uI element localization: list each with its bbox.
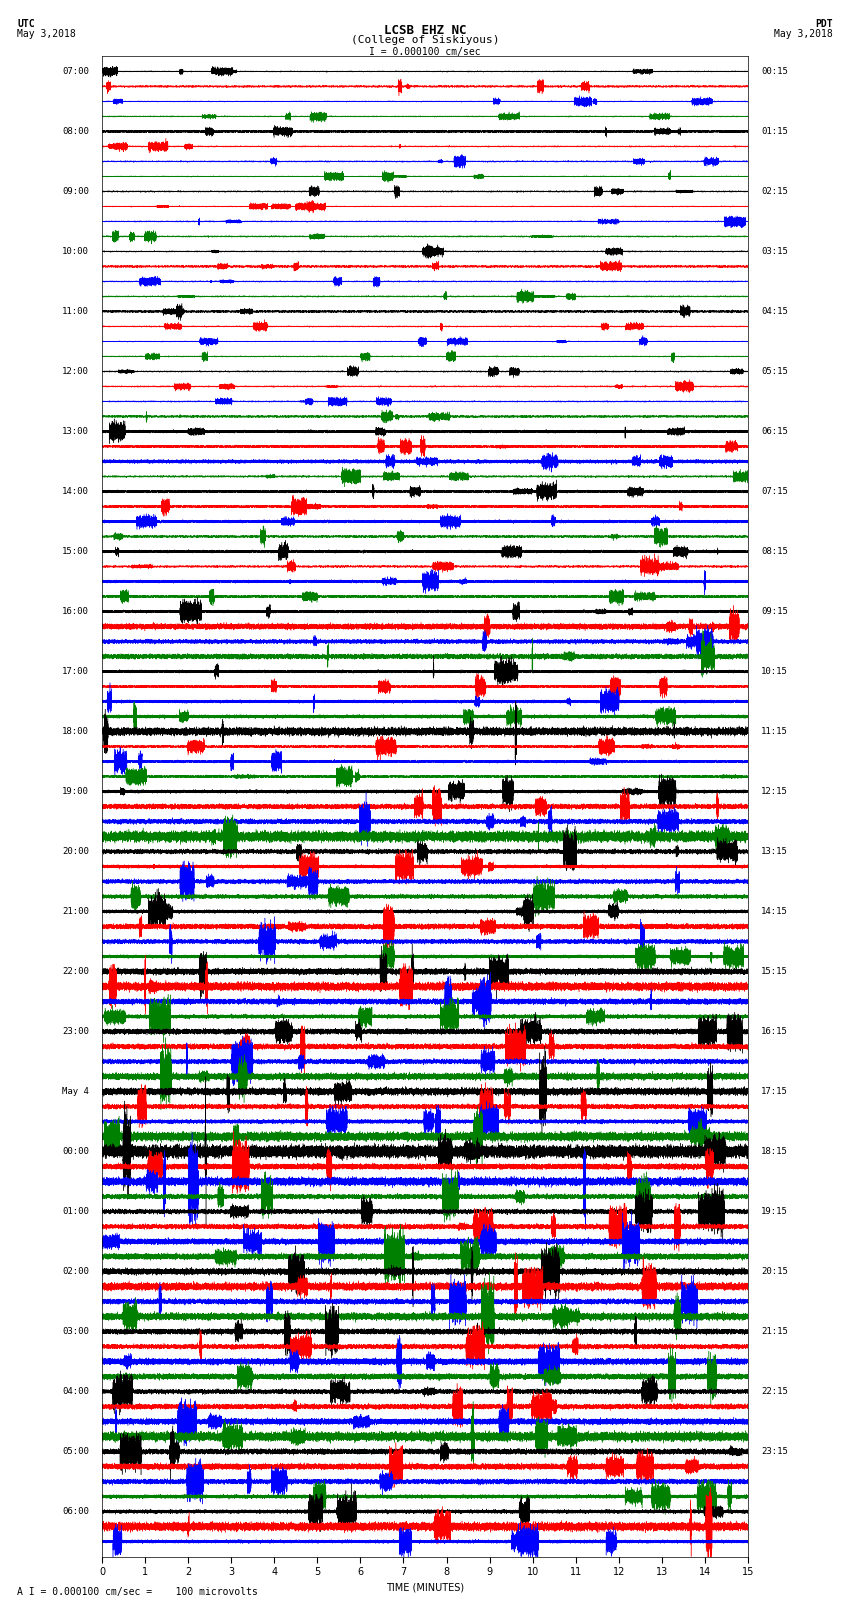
Text: 22:00: 22:00 xyxy=(62,968,89,976)
Text: 13:15: 13:15 xyxy=(761,847,788,857)
Text: 20:00: 20:00 xyxy=(62,847,89,857)
Text: 00:15: 00:15 xyxy=(761,68,788,76)
Text: 06:15: 06:15 xyxy=(761,427,788,436)
Text: 05:15: 05:15 xyxy=(761,368,788,376)
Text: I = 0.000100 cm/sec: I = 0.000100 cm/sec xyxy=(369,47,481,56)
Text: 05:00: 05:00 xyxy=(62,1447,89,1457)
Text: 15:00: 15:00 xyxy=(62,547,89,556)
Text: 07:00: 07:00 xyxy=(62,68,89,76)
Text: 10:15: 10:15 xyxy=(761,668,788,676)
Text: 15:15: 15:15 xyxy=(761,968,788,976)
Text: 03:00: 03:00 xyxy=(62,1327,89,1336)
Text: 01:15: 01:15 xyxy=(761,127,788,135)
Text: 18:15: 18:15 xyxy=(761,1147,788,1157)
Text: 09:00: 09:00 xyxy=(62,187,89,195)
Text: 08:15: 08:15 xyxy=(761,547,788,556)
Text: 07:15: 07:15 xyxy=(761,487,788,495)
Text: 09:15: 09:15 xyxy=(761,606,788,616)
Text: 17:00: 17:00 xyxy=(62,668,89,676)
Text: 12:00: 12:00 xyxy=(62,368,89,376)
Text: 16:15: 16:15 xyxy=(761,1027,788,1036)
Text: 12:15: 12:15 xyxy=(761,787,788,795)
Text: A I = 0.000100 cm/sec =    100 microvolts: A I = 0.000100 cm/sec = 100 microvolts xyxy=(17,1587,258,1597)
Text: 04:00: 04:00 xyxy=(62,1387,89,1395)
Text: 11:00: 11:00 xyxy=(62,306,89,316)
Text: 02:00: 02:00 xyxy=(62,1268,89,1276)
Text: (College of Siskiyous): (College of Siskiyous) xyxy=(351,35,499,45)
Text: 01:00: 01:00 xyxy=(62,1207,89,1216)
Text: May 3,2018: May 3,2018 xyxy=(774,29,833,39)
X-axis label: TIME (MINUTES): TIME (MINUTES) xyxy=(386,1582,464,1592)
Text: 23:00: 23:00 xyxy=(62,1027,89,1036)
Text: 17:15: 17:15 xyxy=(761,1087,788,1095)
Text: 06:00: 06:00 xyxy=(62,1507,89,1516)
Text: 19:15: 19:15 xyxy=(761,1207,788,1216)
Text: 16:00: 16:00 xyxy=(62,606,89,616)
Text: 03:15: 03:15 xyxy=(761,247,788,256)
Text: 18:00: 18:00 xyxy=(62,727,89,736)
Text: 02:15: 02:15 xyxy=(761,187,788,195)
Text: 21:15: 21:15 xyxy=(761,1327,788,1336)
Text: LCSB EHZ NC: LCSB EHZ NC xyxy=(383,24,467,37)
Text: 13:00: 13:00 xyxy=(62,427,89,436)
Text: 14:15: 14:15 xyxy=(761,907,788,916)
Text: 21:00: 21:00 xyxy=(62,907,89,916)
Text: 22:15: 22:15 xyxy=(761,1387,788,1395)
Text: 10:00: 10:00 xyxy=(62,247,89,256)
Text: 00:00: 00:00 xyxy=(62,1147,89,1157)
Text: 20:15: 20:15 xyxy=(761,1268,788,1276)
Text: UTC: UTC xyxy=(17,19,35,29)
Text: 23:15: 23:15 xyxy=(761,1447,788,1457)
Text: 14:00: 14:00 xyxy=(62,487,89,495)
Text: PDT: PDT xyxy=(815,19,833,29)
Text: 08:00: 08:00 xyxy=(62,127,89,135)
Text: May 3,2018: May 3,2018 xyxy=(17,29,76,39)
Text: 11:15: 11:15 xyxy=(761,727,788,736)
Text: May 4: May 4 xyxy=(62,1087,89,1095)
Text: 19:00: 19:00 xyxy=(62,787,89,795)
Text: 04:15: 04:15 xyxy=(761,306,788,316)
